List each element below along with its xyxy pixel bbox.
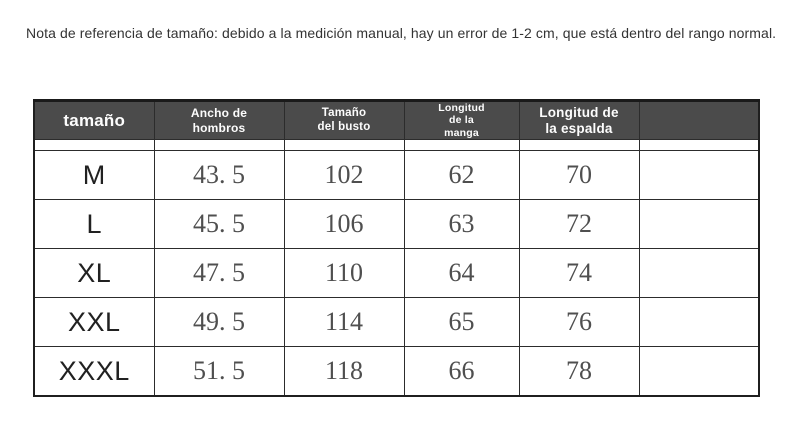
spacer-cell [33, 139, 155, 152]
header-empty [638, 99, 760, 141]
sleeve-length-cell: 62 [403, 150, 520, 201]
spacer-cell [518, 139, 640, 152]
back-length-cell: 72 [518, 199, 640, 250]
table-row-xxxl: XXXL 51. 5 118 66 78 [33, 346, 760, 397]
header-longitud-de-la-manga: Longitud de la manga [403, 99, 520, 141]
size-cell: XXL [33, 297, 155, 348]
table-row-xl: XL 47. 5 110 64 74 [33, 248, 760, 299]
spacer-row [33, 139, 760, 152]
shoulder-width-cell: 47. 5 [153, 248, 285, 299]
shoulder-width-cell: 51. 5 [153, 346, 285, 397]
table-body: M 43. 5 102 62 70 L 45. 5 106 63 72 XL 4… [33, 150, 760, 397]
spacer-cell [403, 139, 520, 152]
header-tamano-del-busto: Tamaño del busto [283, 99, 405, 141]
shoulder-width-cell: 49. 5 [153, 297, 285, 348]
size-cell: L [33, 199, 155, 250]
table-row-m: M 43. 5 102 62 70 [33, 150, 760, 201]
spacer-cell [638, 139, 760, 152]
sleeve-length-cell: 66 [403, 346, 520, 397]
header-row: tamaño Ancho de hombros Tamaño del busto… [33, 99, 760, 141]
shoulder-width-cell: 45. 5 [153, 199, 285, 250]
size-cell: M [33, 150, 155, 201]
bust-size-cell: 102 [283, 150, 405, 201]
back-length-cell: 70 [518, 150, 640, 201]
spacer-cell [153, 139, 285, 152]
shoulder-width-cell: 43. 5 [153, 150, 285, 201]
table-row-xxl: XXL 49. 5 114 65 76 [33, 297, 760, 348]
size-cell: XL [33, 248, 155, 299]
bust-size-cell: 114 [283, 297, 405, 348]
header-tamano: tamaño [33, 99, 155, 141]
table-row-l: L 45. 5 106 63 72 [33, 199, 760, 250]
header-longitud-de-la-espalda: Longitud de la espalda [518, 99, 640, 141]
sleeve-length-cell: 63 [403, 199, 520, 250]
bust-size-cell: 118 [283, 346, 405, 397]
empty-cell [638, 150, 760, 201]
empty-cell [638, 199, 760, 250]
empty-cell [638, 248, 760, 299]
size-note: Nota de referencia de tamaño: debido a l… [26, 25, 777, 41]
back-length-cell: 76 [518, 297, 640, 348]
bust-size-cell: 106 [283, 199, 405, 250]
back-length-cell: 74 [518, 248, 640, 299]
spacer-cell [283, 139, 405, 152]
bust-size-cell: 110 [283, 248, 405, 299]
back-length-cell: 78 [518, 346, 640, 397]
sleeve-length-cell: 64 [403, 248, 520, 299]
table-header: tamaño Ancho de hombros Tamaño del busto… [33, 99, 760, 152]
size-cell: XXXL [33, 346, 155, 397]
empty-cell [638, 346, 760, 397]
sleeve-length-cell: 65 [403, 297, 520, 348]
size-chart-table: tamaño Ancho de hombros Tamaño del busto… [33, 99, 760, 398]
empty-cell [638, 297, 760, 348]
header-ancho-de-hombros: Ancho de hombros [153, 99, 285, 141]
